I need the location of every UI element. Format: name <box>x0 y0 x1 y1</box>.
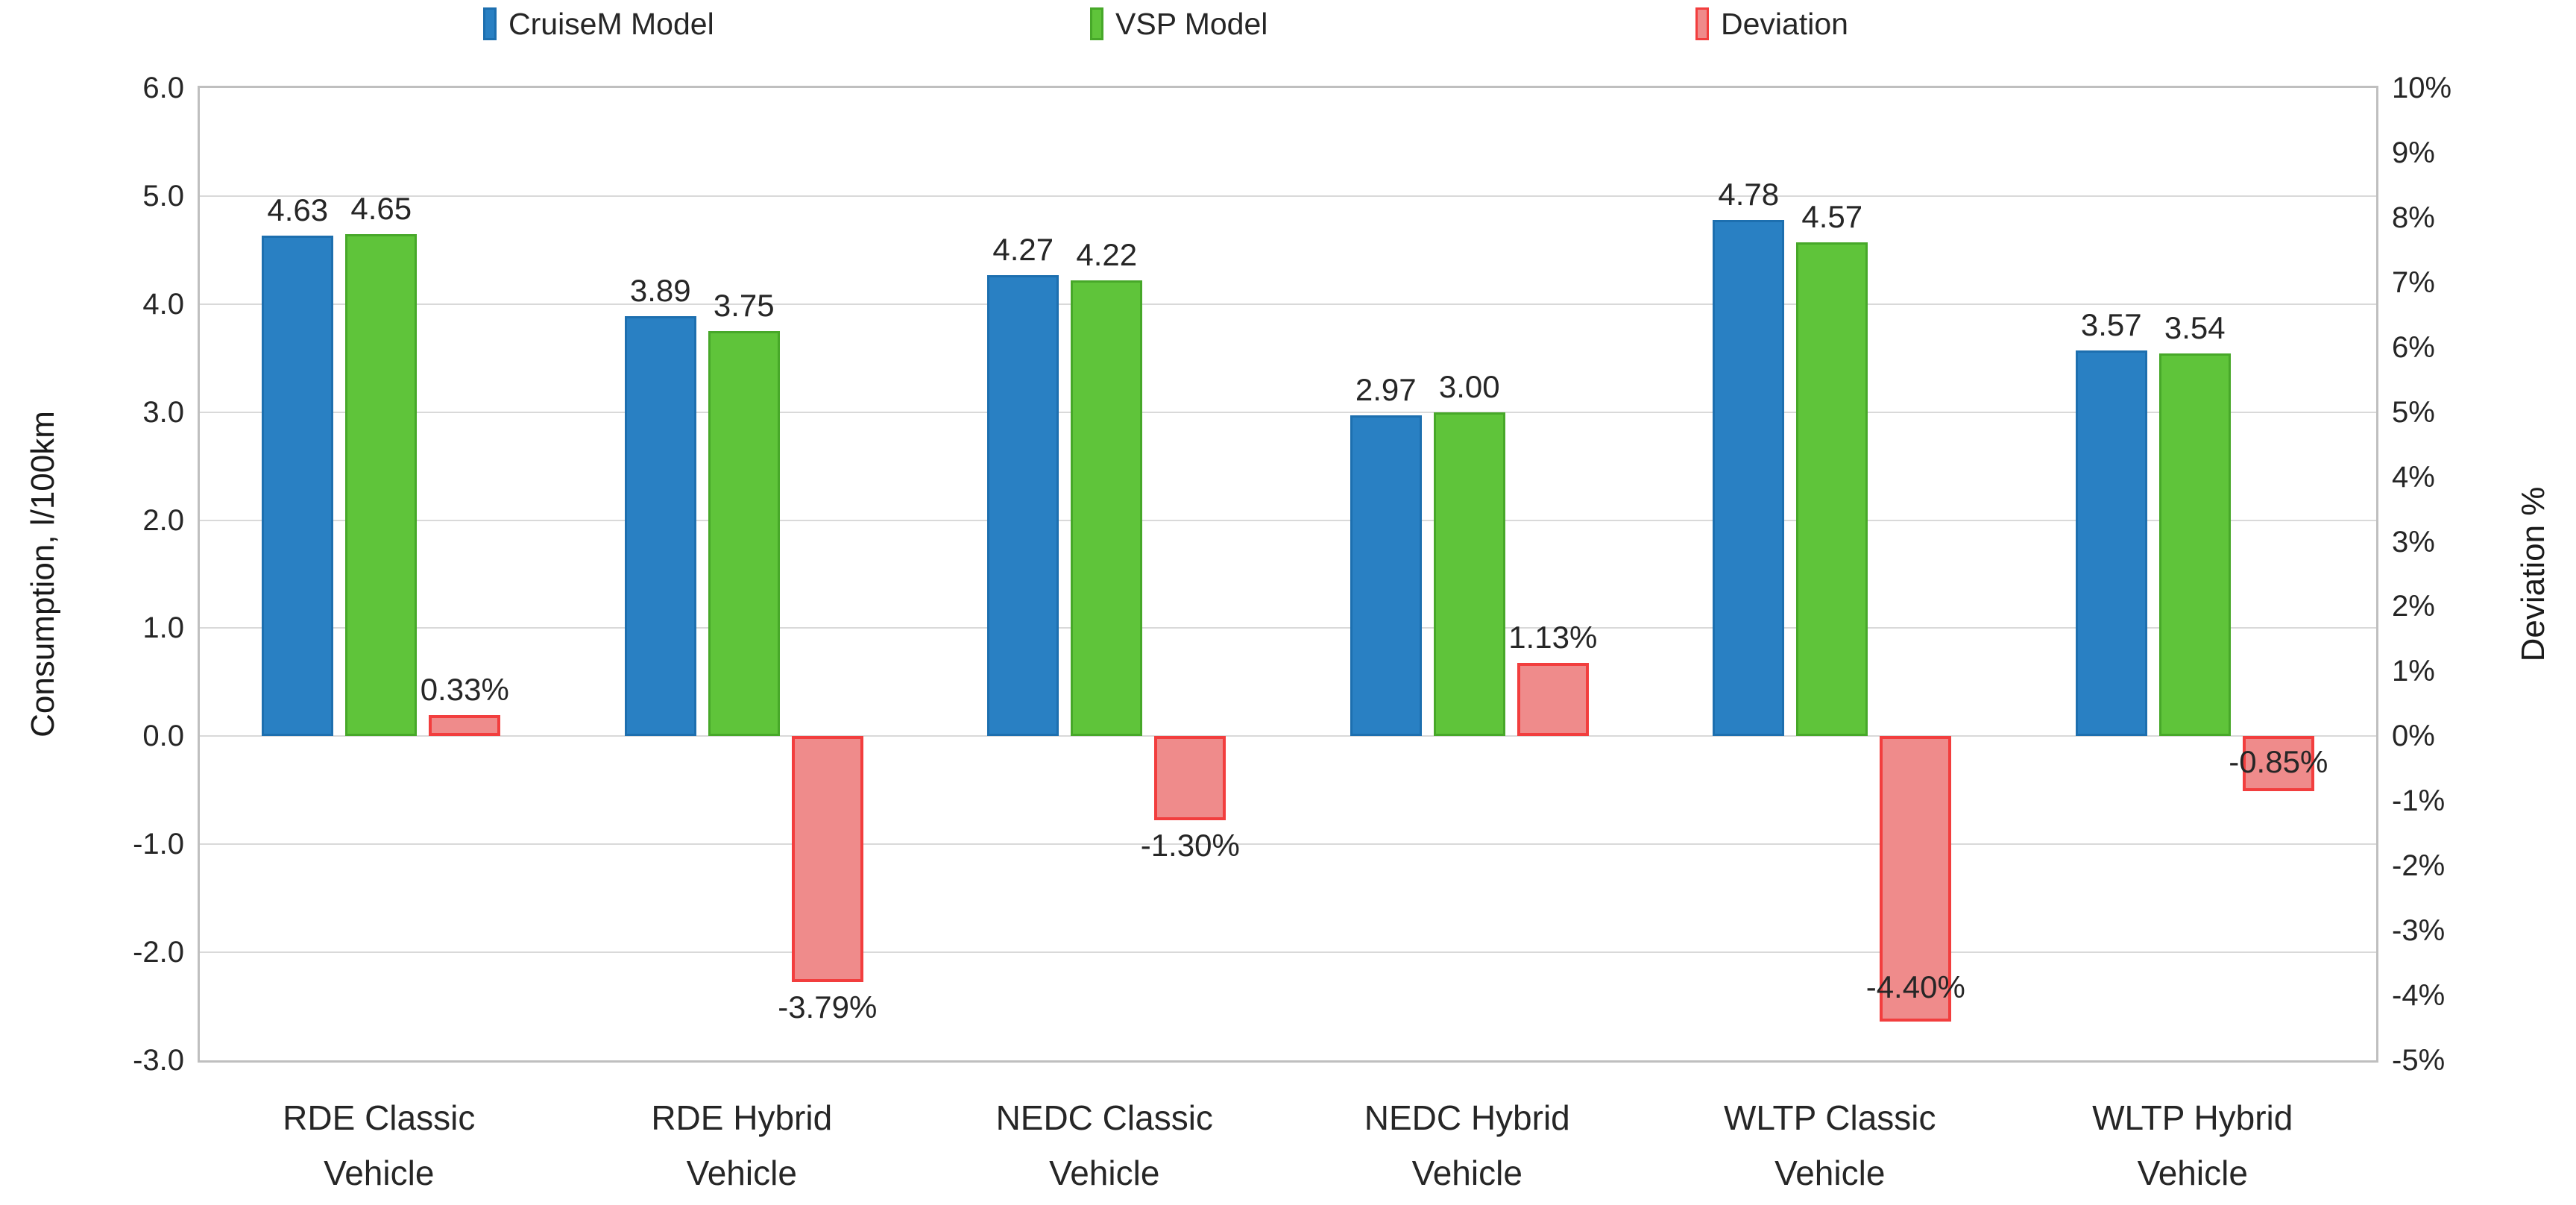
left-axis-tick: -1.0 <box>133 828 184 861</box>
value-label-deviation: 1.13% <box>1508 620 1598 655</box>
bar-vsp-model-rde-classic <box>345 233 418 737</box>
legend-marker-deviation-icon <box>1695 7 1709 40</box>
legend-item-cruisem: CruiseM Model <box>483 3 714 45</box>
category-label-nedc-hybrid: NEDC Hybrid Vehicle <box>1364 1098 1570 1192</box>
legend-label-deviation: Deviation <box>1721 7 1848 41</box>
left-axis-tick: 6.0 <box>142 72 184 104</box>
value-label-deviation: -3.79% <box>778 989 878 1025</box>
legend-item-deviation: Deviation <box>1695 3 1848 45</box>
gridline <box>200 627 2376 629</box>
left-axis-tick: 3.0 <box>142 395 184 429</box>
left-axis-tick: -2.0 <box>133 936 184 969</box>
bar-deviation-nedc-classic <box>1154 736 1226 821</box>
right-axis-tick: -4% <box>2392 979 2446 1013</box>
left-axis-tick: -3.0 <box>133 1044 184 1077</box>
right-axis-tick: -3% <box>2392 914 2446 948</box>
bar-cruisem-model-rde-hybrid <box>624 315 696 737</box>
right-axis-tick: 5% <box>2392 395 2435 429</box>
gridline <box>200 519 2376 521</box>
bar-vsp-model-nedc-classic <box>1071 280 1143 737</box>
left-axis-tick: 5.0 <box>142 179 184 213</box>
bar-cruisem-model-nedc-hybrid <box>1350 415 1422 737</box>
value-label-deviation: -4.40% <box>1865 969 1965 1004</box>
bar-deviation-wltp-classic <box>1880 736 1952 1022</box>
gridline <box>200 951 2376 954</box>
right-axis-tick: 3% <box>2392 525 2435 559</box>
right-axis-tick: -5% <box>2392 1044 2446 1077</box>
legend-marker-cruisem-icon <box>483 7 497 40</box>
value-label-vsp-model: 4.22 <box>1076 236 1138 272</box>
right-axis-tick: 1% <box>2392 655 2435 688</box>
category-label-wltp-hybrid: WLTP Hybrid Vehicle <box>2092 1098 2293 1192</box>
bar-deviation-nedc-hybrid <box>1517 663 1589 737</box>
bar-vsp-model-wltp-hybrid <box>2158 353 2231 737</box>
bar-deviation-rde-hybrid <box>791 736 863 982</box>
right-axis-tick: 0% <box>2392 720 2435 753</box>
bar-deviation-wltp-hybrid <box>2242 736 2314 792</box>
category-label-wltp-classic: WLTP Classic Vehicle <box>1723 1098 1936 1192</box>
bar-deviation-rde-classic <box>429 714 501 737</box>
value-label-vsp-model: 3.75 <box>713 288 775 323</box>
legend-label-vsp: VSP Model <box>1115 7 1268 41</box>
category-label-rde-hybrid: RDE Hybrid Vehicle <box>651 1098 833 1192</box>
right-axis-tick: 10% <box>2392 72 2452 104</box>
left-axis-tick: 1.0 <box>142 611 184 645</box>
bar-cruisem-model-wltp-hybrid <box>2075 350 2147 737</box>
right-axis-tick: 4% <box>2392 460 2435 494</box>
right-axis-tick: 6% <box>2392 330 2435 364</box>
right-axis-tick: -2% <box>2392 849 2446 883</box>
left-axis-title: Consumption, l/100km <box>25 411 61 737</box>
plot-area: 4.63 4.65 0.33% 3.89 3.75 -3.79% 4.27 4.22 -1.30… <box>198 86 2378 1063</box>
gridline <box>200 195 2376 197</box>
bar-vsp-model-nedc-hybrid <box>1433 412 1505 737</box>
gridline <box>200 303 2376 305</box>
value-label-vsp-model: 4.65 <box>350 190 412 226</box>
bar-cruisem-model-rde-classic <box>262 236 334 737</box>
category-label-rde-classic: RDE Classic Vehicle <box>283 1098 476 1192</box>
category-label-nedc-classic: NEDC Classic Vehicle <box>995 1098 1213 1192</box>
value-label-deviation: -1.30% <box>1140 828 1240 863</box>
right-axis-tick: -1% <box>2392 784 2446 818</box>
right-axis-tick: 9% <box>2392 136 2435 169</box>
value-label-cruisem-model: 3.57 <box>2080 307 2142 343</box>
value-label-vsp-model: 3.00 <box>1438 368 1500 404</box>
legend-item-vsp: VSP Model <box>1090 3 1267 45</box>
bar-vsp-model-rde-hybrid <box>708 331 780 737</box>
bar-vsp-model-wltp-classic <box>1796 242 1868 737</box>
legend-label-cruisem: CruiseM Model <box>508 7 714 41</box>
legend-marker-vsp-icon <box>1090 7 1103 40</box>
value-label-vsp-model: 4.57 <box>1801 199 1863 235</box>
left-axis-tick: 0.0 <box>142 720 184 753</box>
right-axis-title: Deviation % <box>2515 486 2551 662</box>
left-axis-tick: 4.0 <box>142 287 184 321</box>
value-label-cruisem-model: 3.89 <box>629 272 691 308</box>
left-axis-tick: 2.0 <box>142 503 184 537</box>
value-label-cruisem-model: 2.97 <box>1355 372 1417 407</box>
value-label-vsp-model: 3.54 <box>2164 310 2226 346</box>
gridline <box>200 843 2376 846</box>
value-label-cruisem-model: 4.63 <box>267 192 329 228</box>
bar-cruisem-model-nedc-classic <box>987 274 1059 737</box>
bar-cruisem-model-wltp-classic <box>1713 219 1785 737</box>
gridline <box>200 735 2376 737</box>
right-axis-tick: 8% <box>2392 201 2435 234</box>
right-axis-tick: 2% <box>2392 590 2435 623</box>
gridline <box>200 411 2376 413</box>
value-label-cruisem-model: 4.27 <box>992 231 1054 267</box>
right-axis-tick: 7% <box>2392 265 2435 299</box>
value-label-cruisem-model: 4.78 <box>1718 176 1780 212</box>
value-label-deviation: -0.85% <box>2229 744 2328 780</box>
value-label-deviation: 0.33% <box>420 671 509 707</box>
